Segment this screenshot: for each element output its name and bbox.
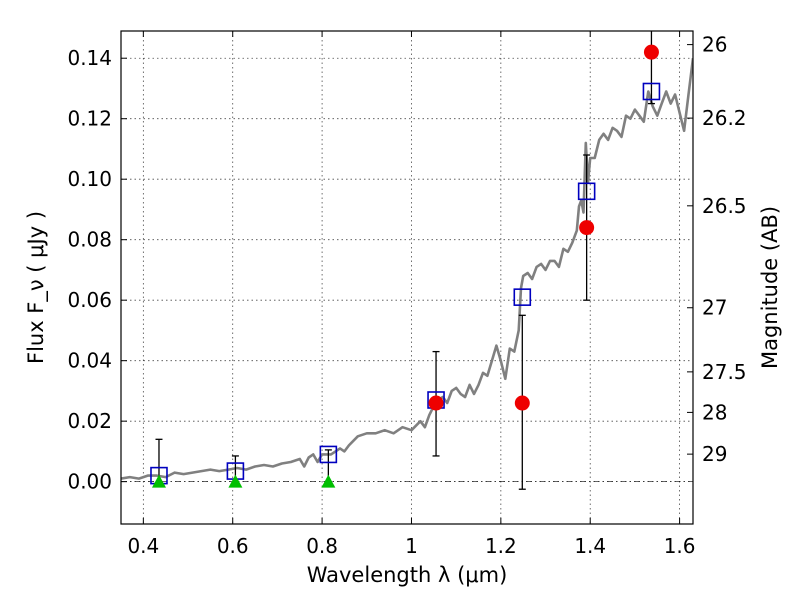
upper-limit-point <box>228 474 243 488</box>
plot-frame <box>120 30 694 525</box>
y-tick-label: 0.04 <box>67 349 112 373</box>
tick-layer: 0.4 0.6 0.8 1 1.2 1.4 1.6 0.00 0.02 0.04 0.06 0.08 0… <box>67 31 747 558</box>
series-layer <box>121 31 693 490</box>
x-tick-label: 1.4 <box>574 534 606 558</box>
observed-flux-point <box>643 44 659 60</box>
y2-tick-label: 27 <box>702 296 727 320</box>
x-tick-label: 1 <box>405 534 418 558</box>
y-tick-label: 0.12 <box>67 107 112 131</box>
model-photometry-point <box>642 82 661 101</box>
y-tick-label: 0.00 <box>67 470 112 494</box>
grid-layer <box>121 31 693 524</box>
model-photometry-point <box>319 445 338 464</box>
observed-flux-point <box>579 220 595 236</box>
y2-tick-label: 26 <box>702 33 727 57</box>
y-tick-label: 0.10 <box>67 167 112 191</box>
observed-flux-point <box>514 395 530 411</box>
y-axis-label: Flux F_ν ( μJy ) <box>24 211 49 364</box>
upper-limit-point <box>151 474 166 488</box>
model-photometry-point <box>513 288 532 306</box>
y-tick-label: 0.14 <box>67 46 112 70</box>
x-tick-label: 1.6 <box>664 534 696 558</box>
upper-limit-point <box>321 474 336 488</box>
y2-tick-label: 26.5 <box>702 194 747 218</box>
x-tick-label: 0.6 <box>217 534 249 558</box>
spectrum-line <box>121 58 693 480</box>
y-tick-label: 0.02 <box>67 409 112 433</box>
x-axis-label: Wavelength λ (μm) <box>307 563 508 587</box>
y-tick-label: 0.06 <box>67 288 112 312</box>
model-photometry-point <box>577 182 596 201</box>
x-tick-label: 1.2 <box>485 534 517 558</box>
y2-tick-label: 29 <box>702 442 727 466</box>
x-tick-label: 0.4 <box>127 534 159 558</box>
y2-axis-label: Magnitude (AB) <box>758 206 782 369</box>
y2-tick-label: 26.2 <box>702 106 747 130</box>
observed-flux-point <box>428 395 444 411</box>
x-tick-label: 0.8 <box>306 534 338 558</box>
y2-tick-label: 27.5 <box>702 360 747 384</box>
y-tick-label: 0.08 <box>67 228 112 252</box>
y2-tick-label: 28 <box>702 400 727 424</box>
